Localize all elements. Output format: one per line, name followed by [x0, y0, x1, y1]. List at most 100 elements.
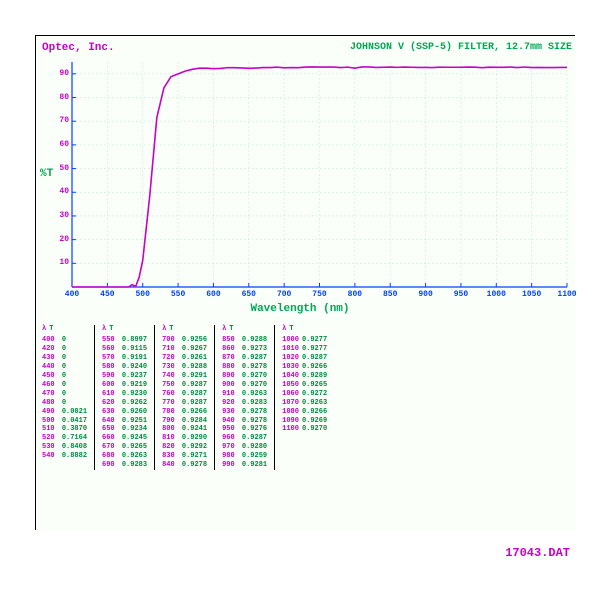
y-tick: 50 — [49, 164, 69, 173]
table-row: 480 0 — [42, 399, 66, 408]
table-col: λ T850 0.9288860 0.9273870 0.9287880 0.9… — [222, 325, 267, 470]
x-tick: 700 — [277, 290, 291, 299]
data-tables: λ T400 0420 0430 0440 0450 0460 0470 048… — [42, 325, 582, 470]
table-col: λ T700 0.9256710 0.9267720 0.9261730 0.9… — [162, 325, 207, 470]
col-hdr-lambda: λ — [222, 325, 226, 334]
table-col: λ T10000.927710100.927710200.928710300.9… — [282, 325, 327, 470]
y-tick: 90 — [49, 69, 69, 78]
x-tick: 500 — [136, 290, 150, 299]
table-row: 820 0.9292 — [162, 443, 207, 452]
table-row: 430 0 — [42, 354, 66, 363]
table-row: 940 0.9278 — [222, 417, 267, 426]
table-col: λ T400 0420 0430 0440 0450 0460 0470 048… — [42, 325, 87, 470]
table-row: 690 0.9283 — [102, 461, 147, 470]
table-row: 11000.9270 — [282, 425, 327, 434]
y-tick: 80 — [49, 93, 69, 102]
table-row: 680 0.9263 — [102, 452, 147, 461]
header-company: Optec, Inc. — [42, 42, 115, 54]
y-tick: 20 — [49, 235, 69, 244]
table-row: 530 0.8408 — [42, 443, 87, 452]
screen: Optec, Inc. JOHNSON V (SSP-5) FILTER, 12… — [0, 0, 600, 600]
chart-svg — [72, 62, 567, 287]
x-axis-title: Wavelength (nm) — [0, 303, 600, 315]
x-tick: 850 — [383, 290, 397, 299]
table-row: 420 0 — [42, 345, 66, 354]
table-row: 770 0.9287 — [162, 399, 207, 408]
table-row: 960 0.9287 — [222, 434, 267, 443]
col-hdr-T: T — [289, 325, 293, 334]
table-row: 760 0.9287 — [162, 390, 207, 399]
col-hdr-lambda: λ — [42, 325, 46, 334]
table-row: 540 0.8882 — [42, 452, 87, 461]
rule-left — [35, 35, 36, 530]
table-row: 640 0.9251 — [102, 417, 147, 426]
table-row: 670 0.9265 — [102, 443, 147, 452]
x-tick: 950 — [454, 290, 468, 299]
table-row: 10600.9272 — [282, 390, 327, 399]
table-row: 980 0.9259 — [222, 452, 267, 461]
table-row: 660 0.9245 — [102, 434, 147, 443]
table-row: 590 0.9237 — [102, 372, 147, 381]
col-hdr-lambda: λ — [162, 325, 166, 334]
table-row: 790 0.9284 — [162, 417, 207, 426]
table-row: 890 0.9270 — [222, 372, 267, 381]
table-row: 850 0.9288 — [222, 336, 267, 345]
y-tick: 30 — [49, 211, 69, 220]
table-row: 780 0.9266 — [162, 408, 207, 417]
table-row: 740 0.9291 — [162, 372, 207, 381]
table-row: 600 0.9219 — [102, 381, 147, 390]
table-row: 990 0.9281 — [222, 461, 267, 470]
table-row: 560 0.9115 — [102, 345, 147, 354]
col-separator — [214, 325, 215, 470]
x-tick: 600 — [206, 290, 220, 299]
table-row: 10100.9277 — [282, 345, 327, 354]
table-row: 580 0.9240 — [102, 363, 147, 372]
table-row: 730 0.9288 — [162, 363, 207, 372]
table-row: 440 0 — [42, 363, 66, 372]
col-hdr-T: T — [229, 325, 233, 334]
chart-plot — [72, 62, 567, 287]
table-row: 900 0.9270 — [222, 381, 267, 390]
table-row: 700 0.9256 — [162, 336, 207, 345]
table-row: 460 0 — [42, 381, 66, 390]
table-row: 650 0.9234 — [102, 425, 147, 434]
table-row: 880 0.9278 — [222, 363, 267, 372]
table-row: 500 0.0417 — [42, 417, 87, 426]
filename: 17043.DAT — [505, 546, 570, 560]
y-tick: 40 — [49, 187, 69, 196]
col-hdr-lambda: λ — [102, 325, 106, 334]
x-tick: 800 — [348, 290, 362, 299]
table-row: 800 0.9241 — [162, 425, 207, 434]
table-row: 570 0.9191 — [102, 354, 147, 363]
table-row: 840 0.9278 — [162, 461, 207, 470]
table-row: 550 0.8997 — [102, 336, 147, 345]
col-hdr-T: T — [109, 325, 113, 334]
table-col: λ T 550 0.8997560 0.9115570 0.9191580 0.9… — [102, 325, 147, 470]
table-row: 10500.9265 — [282, 381, 327, 390]
table-row: 10900.9269 — [282, 417, 327, 426]
table-row: 10300.9266 — [282, 363, 327, 372]
header-title: JOHNSON V (SSP-5) FILTER, 12.7mm SIZE — [350, 42, 572, 53]
table-row: 10800.9266 — [282, 408, 327, 417]
table-row: 830 0.9271 — [162, 452, 207, 461]
table-row: 470 0 — [42, 390, 66, 399]
x-tick: 550 — [171, 290, 185, 299]
col-hdr-T: T — [169, 325, 173, 334]
table-row: 720 0.9261 — [162, 354, 207, 363]
table-row: 10400.9289 — [282, 372, 327, 381]
table-row: 930 0.9278 — [222, 408, 267, 417]
y-tick: 10 — [49, 258, 69, 267]
x-tick: 650 — [242, 290, 256, 299]
table-row: 950 0.9276 — [222, 425, 267, 434]
y-tick: 60 — [49, 140, 69, 149]
table-row: 490 0.0021 — [42, 408, 87, 417]
table-row: 510 0.3870 — [42, 425, 87, 434]
x-tick: 750 — [312, 290, 326, 299]
table-row: 910 0.9263 — [222, 390, 267, 399]
table-row: 620 0.9262 — [102, 399, 147, 408]
table-row: 10000.9277 — [282, 336, 327, 345]
x-tick: 1000 — [487, 290, 506, 299]
table-row: 400 0 — [42, 336, 66, 345]
col-separator — [154, 325, 155, 470]
col-hdr-T: T — [49, 325, 53, 334]
